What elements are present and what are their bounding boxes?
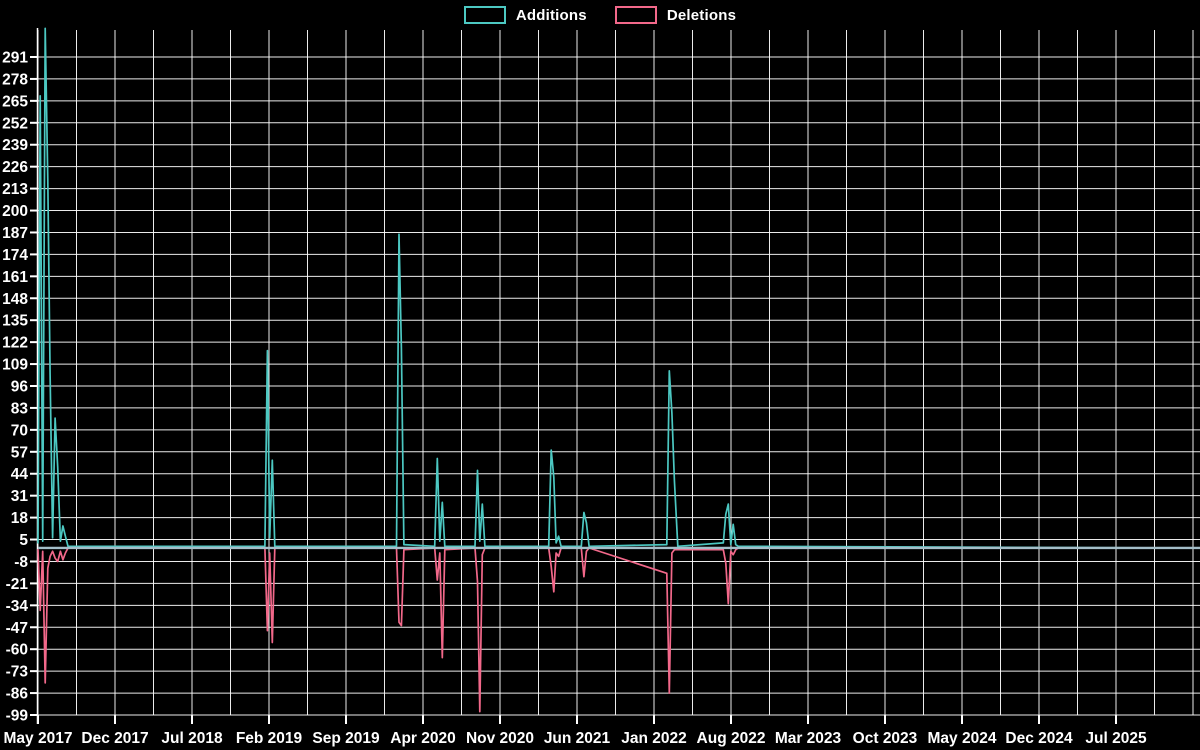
y-tick-label: 239 xyxy=(2,137,28,154)
x-tick-label: May 2024 xyxy=(928,730,997,747)
x-tick-label: Mar 2023 xyxy=(775,730,842,747)
y-tick-label: 278 xyxy=(2,71,28,88)
y-tick-label: 148 xyxy=(2,291,28,308)
y-tick-label: -34 xyxy=(6,598,29,615)
x-tick-label: Nov 2020 xyxy=(466,730,534,747)
y-tick-label: 174 xyxy=(2,247,28,264)
legend-item-deletions[interactable]: Deletions xyxy=(614,6,737,24)
additions-swatch-icon xyxy=(463,6,506,24)
y-tick-label: 44 xyxy=(11,466,29,483)
y-tick-label: 96 xyxy=(11,379,29,396)
y-tick-label: 70 xyxy=(11,422,28,439)
y-tick-label: 18 xyxy=(11,510,29,527)
y-tick-label: 291 xyxy=(2,50,28,67)
y-tick-label: 187 xyxy=(2,225,28,242)
x-tick-label: Jun 2021 xyxy=(544,730,611,747)
x-tick-label: Dec 2017 xyxy=(81,730,148,747)
y-tick-label: 161 xyxy=(2,269,28,286)
y-tick-label: -47 xyxy=(6,620,28,637)
x-tick-label: Jul 2025 xyxy=(1085,730,1147,747)
additions-line[interactable] xyxy=(37,27,1177,549)
x-tick-label: Dec 2024 xyxy=(1005,730,1073,747)
y-tick-label: 5 xyxy=(19,532,28,549)
y-tick-label: 200 xyxy=(2,203,28,220)
x-tick-label: Oct 2023 xyxy=(853,730,918,747)
y-tick-label: 265 xyxy=(2,93,28,110)
x-tick-label: Apr 2020 xyxy=(390,730,455,747)
x-tick-label: Jan 2022 xyxy=(621,730,687,747)
y-tick-label: 252 xyxy=(2,115,28,132)
y-tick-label: 135 xyxy=(2,313,28,330)
y-tick-label: 122 xyxy=(2,335,28,352)
deletions-swatch-icon xyxy=(614,6,657,24)
y-tick-label: 83 xyxy=(11,400,29,417)
y-tick-label: 57 xyxy=(11,444,28,461)
y-tick-label: -86 xyxy=(6,686,29,703)
y-tick-label: -73 xyxy=(6,664,29,681)
x-tick-label: May 2017 xyxy=(4,730,73,747)
x-tick-label: Sep 2019 xyxy=(312,730,380,747)
y-tick-label: -99 xyxy=(6,708,29,725)
legend-item-additions[interactable]: Additions xyxy=(463,6,587,24)
y-tick-label: -8 xyxy=(14,554,28,571)
y-tick-label: 31 xyxy=(11,488,29,505)
deletions-line[interactable] xyxy=(37,547,1177,713)
y-tick-label: -21 xyxy=(6,576,29,593)
x-tick-label: Aug 2022 xyxy=(697,730,766,747)
y-tick-label: 226 xyxy=(2,159,28,176)
x-tick-label: Jul 2018 xyxy=(161,730,223,747)
chart-legend: Additions Deletions xyxy=(0,6,1200,24)
y-tick-label: -60 xyxy=(6,642,28,659)
legend-label-deletions: Deletions xyxy=(666,6,737,24)
y-tick-label: 213 xyxy=(2,181,28,198)
y-tick-label: 109 xyxy=(2,357,28,374)
legend-label-additions: Additions xyxy=(515,6,587,24)
x-tick-label: Feb 2019 xyxy=(236,730,303,747)
